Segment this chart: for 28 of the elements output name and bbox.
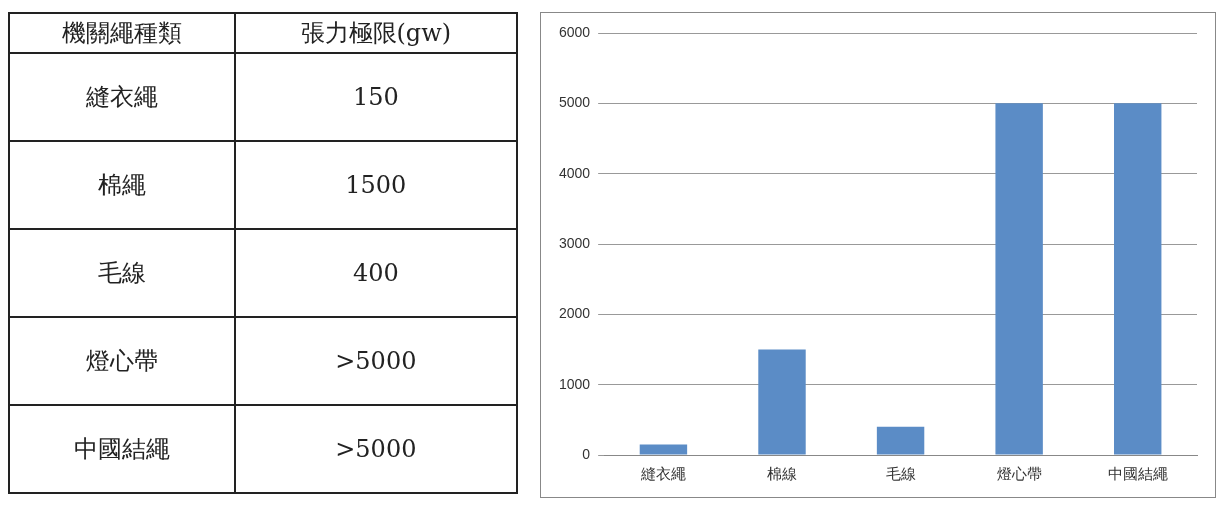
y-tick-label: 3000 [558, 234, 591, 251]
x-tick-label: 毛線 [885, 465, 916, 483]
y-tick-label: 5000 [558, 94, 591, 111]
text: 機關繩種類 [9, 13, 235, 53]
bar [1114, 103, 1162, 455]
text: 400 [234, 229, 517, 317]
y-tick-label: 6000 [558, 23, 591, 40]
x-tick-label: 中國結繩 [1107, 465, 1168, 483]
x-tick-label: 縫衣繩 [639, 465, 686, 483]
text: >5000 [234, 405, 517, 493]
text: 毛線 [9, 229, 235, 317]
y-tick-label: 1000 [558, 375, 591, 392]
text: 燈心帶 [9, 317, 235, 405]
text: >5000 [234, 317, 517, 405]
bar [995, 103, 1043, 455]
bar [876, 426, 925, 455]
bar [758, 349, 806, 455]
y-tick-label: 4000 [558, 164, 591, 181]
y-tick-label: 2000 [558, 305, 591, 322]
text: 張力極限(gw) [234, 13, 517, 53]
x-tick-label: 燈心帶 [996, 465, 1042, 483]
x-tick-label: 棉線 [767, 465, 797, 483]
bar [639, 444, 688, 455]
text: 150 [234, 53, 517, 141]
text: 1500 [234, 141, 517, 229]
text: 縫衣繩 [9, 53, 235, 141]
text: 棉繩 [9, 141, 235, 229]
y-tick-label: 0 [582, 445, 591, 462]
